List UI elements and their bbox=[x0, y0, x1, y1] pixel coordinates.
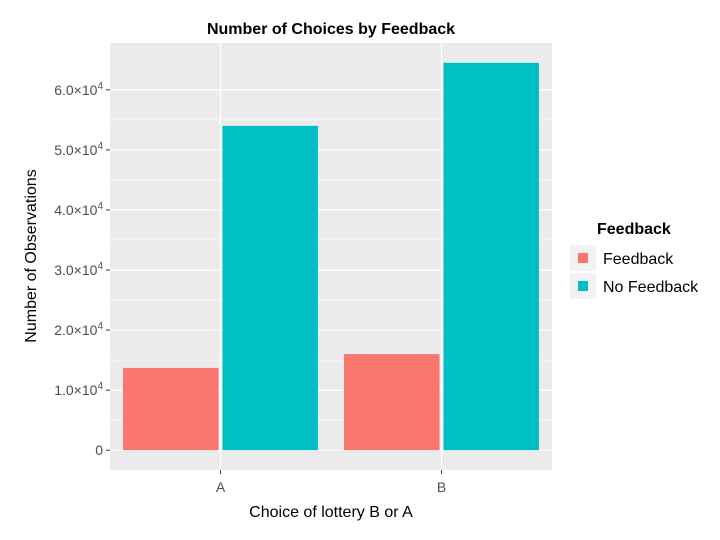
y-tick-label: 5.0×104 bbox=[54, 141, 103, 158]
y-tick-label: 1.0×104 bbox=[54, 381, 103, 398]
y-tick-label: 2.0×104 bbox=[54, 321, 103, 338]
chart-title: Number of Choices by Feedback bbox=[207, 21, 455, 38]
x-tick-label: A bbox=[216, 479, 226, 495]
bar-no-feedback-a bbox=[222, 125, 318, 451]
y-tick-label: 6.0×104 bbox=[54, 81, 103, 98]
y-tick-label: 4.0×104 bbox=[54, 201, 103, 218]
legend: Feedback Feedback No Feedback bbox=[570, 221, 699, 299]
legend-title: Feedback bbox=[597, 221, 671, 238]
x-axis-title: Choice of lottery B or A bbox=[249, 504, 413, 521]
bar-feedback-a bbox=[123, 367, 219, 451]
y-tick-label: 3.0×104 bbox=[54, 261, 103, 278]
bar-feedback-b bbox=[344, 354, 440, 451]
legend-label: Feedback bbox=[603, 251, 674, 268]
legend-label: No Feedback bbox=[603, 279, 699, 296]
y-tick-label: 0 bbox=[95, 442, 103, 458]
legend-swatch bbox=[578, 281, 588, 291]
y-axis-title: Number of Observations bbox=[23, 169, 40, 342]
legend-swatch bbox=[578, 253, 588, 263]
bar-no-feedback-b bbox=[443, 62, 539, 451]
x-tick-label: B bbox=[437, 479, 446, 495]
